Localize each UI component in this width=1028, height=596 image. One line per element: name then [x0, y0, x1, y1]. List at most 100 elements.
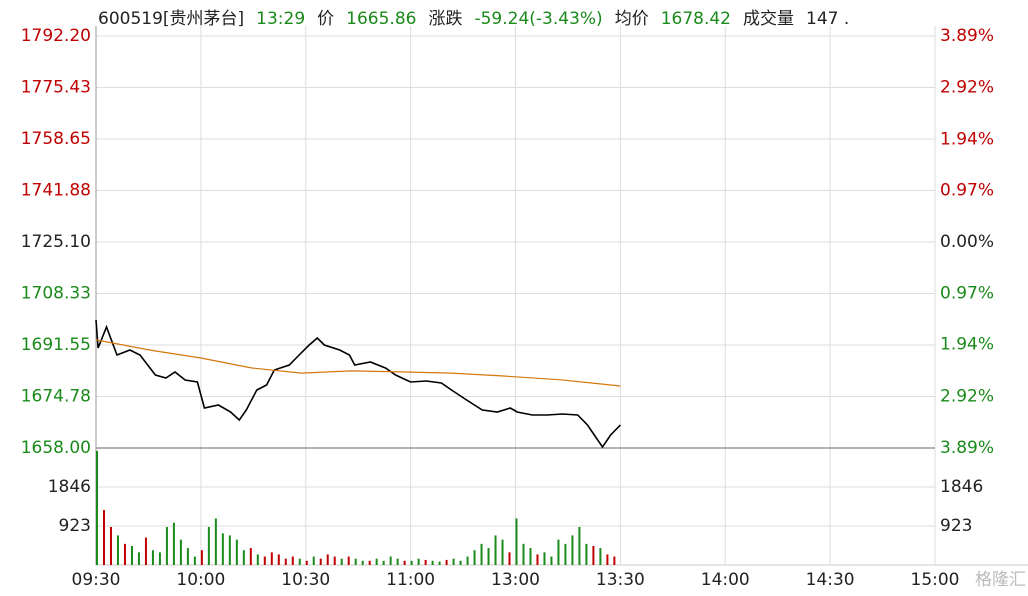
- x-tick-label: 13:00: [491, 570, 540, 590]
- y-tick-label: 1691.55: [21, 335, 91, 355]
- y-tick-label: 1741.88: [21, 180, 91, 200]
- volume-bar: [459, 560, 462, 565]
- volume-bar: [228, 535, 231, 565]
- volume-bar: [165, 526, 168, 565]
- header-item: 13:29: [256, 9, 305, 29]
- x-tick-label: 14:30: [806, 570, 855, 590]
- header-item: 1678.42: [661, 9, 731, 29]
- volume-bar: [438, 561, 441, 565]
- y-tick-label: 1658.00: [21, 438, 91, 458]
- volume-bar: [235, 539, 238, 565]
- header-item: -59.24(-3.43%): [474, 9, 602, 29]
- x-tick-label: 11:00: [386, 570, 435, 590]
- volume-bar: [375, 558, 378, 565]
- y2-tick-label: 1846: [940, 477, 983, 497]
- volume-bar: [417, 558, 420, 565]
- y-tick-label: 1846: [48, 477, 91, 497]
- y2-tick-label: 2.92%: [940, 387, 994, 407]
- volume-bar: [445, 559, 448, 565]
- volume-bar: [550, 556, 553, 565]
- volume-bar: [270, 552, 273, 565]
- volume-bar: [109, 526, 112, 565]
- volume-bar: [389, 556, 392, 565]
- volume-bar: [179, 539, 182, 565]
- y2-tick-label: 0.97%: [940, 283, 994, 303]
- y-tick-label: 1792.20: [21, 26, 91, 46]
- volume-bar: [242, 550, 245, 565]
- volume-bar: [116, 535, 119, 565]
- volume-bar: [340, 558, 343, 565]
- header-item: 1665.86: [346, 9, 416, 29]
- volume-bar: [123, 543, 126, 565]
- volume-bar: [522, 543, 525, 565]
- y-tick-label: 1708.33: [21, 283, 91, 303]
- volume-bar: [326, 554, 329, 565]
- price-line: [95, 319, 621, 449]
- volume-bar: [291, 556, 294, 565]
- volume-bar: [396, 558, 399, 565]
- volume-bar: [585, 543, 588, 565]
- volume-bar: [277, 554, 280, 565]
- header-item: 均价: [615, 9, 649, 29]
- price-line: [95, 339, 621, 387]
- header-item: 147 .: [806, 9, 849, 29]
- volume-bar: [200, 550, 203, 565]
- y2-tick-label: 1.94%: [940, 335, 994, 355]
- volume-bar: [305, 560, 308, 565]
- volume-bar: [130, 545, 133, 565]
- volume-bar: [102, 510, 105, 565]
- volume-bar: [557, 539, 560, 565]
- volume-bar: [578, 526, 581, 565]
- volume-bar: [186, 548, 189, 565]
- volume-bar: [144, 537, 147, 565]
- y-tick-label: 1758.65: [21, 129, 91, 149]
- volume-bar: [529, 548, 532, 565]
- volume-bar: [368, 560, 371, 565]
- volume-bar: [221, 533, 224, 565]
- volume-bar: [613, 556, 616, 565]
- volume-bar: [256, 554, 259, 565]
- volume-bar: [172, 522, 175, 565]
- volume-bar: [571, 535, 574, 565]
- volume-bar: [96, 450, 98, 565]
- volume-bar: [452, 558, 455, 565]
- y2-tick-label: 2.92%: [940, 77, 994, 97]
- volume-bar: [361, 560, 364, 565]
- volume-bar: [382, 560, 385, 565]
- x-tick-label: 14:00: [701, 570, 750, 590]
- y-tick-label: 1775.43: [21, 77, 91, 97]
- volume-bar: [501, 539, 504, 565]
- header-item: 涨跌: [428, 9, 462, 29]
- y2-tick-label: 1.94%: [940, 129, 994, 149]
- volume-bar: [473, 550, 476, 565]
- volume-bar: [207, 526, 210, 565]
- volume-bar: [599, 548, 602, 565]
- volume-bar: [466, 556, 469, 565]
- volume-bar: [151, 550, 154, 565]
- volume-bar: [312, 556, 315, 565]
- volume-bar: [333, 556, 336, 565]
- x-tick-label: 09:30: [72, 570, 121, 590]
- volume-bar: [606, 554, 609, 565]
- y2-tick-label: 0.97%: [940, 181, 994, 201]
- volume-bar: [214, 518, 217, 565]
- y2-tick-label: 923: [940, 516, 972, 536]
- volume-bar: [424, 559, 427, 565]
- volume-bar: [494, 535, 497, 565]
- volume-bar: [319, 558, 322, 565]
- volume-bar: [515, 518, 518, 565]
- y-tick-label: 1725.10: [21, 232, 91, 252]
- volume-bar: [431, 560, 434, 565]
- volume-bar: [487, 548, 490, 565]
- volume-bar: [347, 556, 350, 565]
- x-tick-label: 15:00: [911, 570, 960, 590]
- x-tick-label: 10:30: [281, 570, 330, 590]
- volume-bar: [508, 552, 511, 565]
- x-tick-label: 13:30: [596, 570, 645, 590]
- volume-bar: [284, 558, 287, 565]
- volume-bar: [410, 560, 413, 565]
- header-item: 价: [317, 9, 334, 29]
- y2-tick-label: 3.89%: [940, 438, 994, 458]
